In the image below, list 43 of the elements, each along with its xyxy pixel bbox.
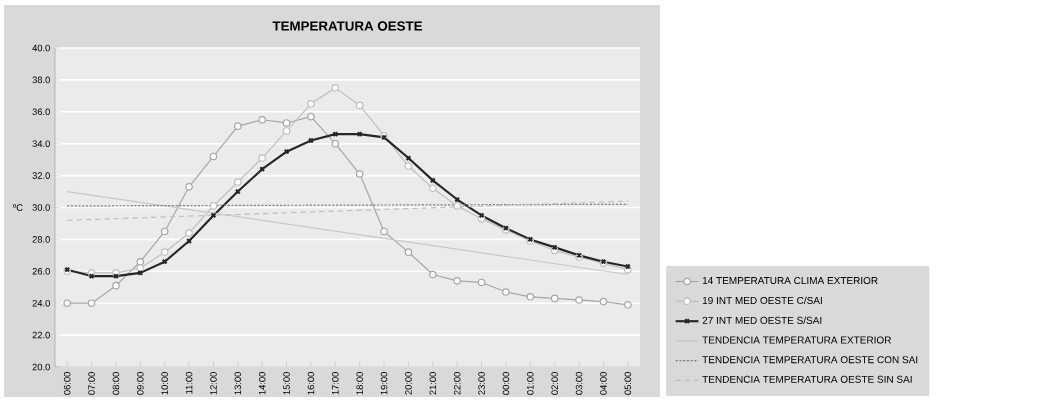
x-tick-label: 13:00 [234, 372, 242, 395]
x-tick-label: 08:00 [112, 372, 120, 395]
x-tick-label: 03:00 [575, 372, 583, 395]
y-tick-label: 40.0 [32, 44, 50, 52]
x-tick-label: 09:00 [137, 372, 144, 395]
y-tick-label: 22.0 [32, 331, 50, 339]
x-tick-label: 19:00 [380, 372, 388, 395]
x-tick-label: 18:00 [356, 372, 363, 395]
y-tick-label: 34.0 [32, 140, 50, 147]
x-tick-label: 23:00 [478, 372, 485, 395]
x-tick-label: 02:00 [551, 372, 558, 395]
x-tick-label: 20:00 [405, 372, 412, 395]
x-tick-label: 22:00 [453, 372, 461, 395]
legend-label: 27 INT MED OESTE S/SAI [702, 316, 822, 324]
x-tick-label: 17:00 [332, 372, 339, 395]
y-axis-title: ºC [12, 204, 23, 211]
y-tick-label: 32.0 [32, 172, 50, 179]
x-tick-label: 15:00 [283, 372, 290, 395]
x-tick-label: 16:00 [307, 372, 315, 395]
y-tick-label: 28.0 [32, 236, 50, 243]
x-tick-label: 14:00 [258, 372, 266, 395]
y-tick-label: 38.0 [32, 76, 50, 84]
legend-label: TENDENCIA TEMPERATURA EXTERIOR [702, 336, 891, 344]
x-tick-label: 07:00 [88, 372, 95, 395]
legend-label: 14 TEMPERATURA CLIMA EXTERIOR [702, 277, 878, 285]
legend-label: TENDENCIA TEMPERATURA OESTE CON SAI [702, 356, 918, 364]
x-tick-label: 11:00 [185, 372, 193, 394]
y-tick-label: 36.0 [32, 108, 50, 116]
x-tick-label: 06:00 [63, 372, 71, 395]
legend-label: 19 INT MED OESTE C/SAI [702, 296, 822, 305]
y-tick-label: 24.0 [32, 299, 50, 307]
legend-label: TENDENCIA TEMPERATURA OESTE SIN SAI [702, 375, 912, 383]
y-tick-label: 20.0 [32, 363, 50, 371]
y-tick-label: 30.0 [32, 204, 50, 211]
x-tick-label: 04:00 [600, 372, 607, 395]
x-tick-label: 01:00 [527, 372, 534, 395]
x-tick-label: 10:00 [161, 372, 168, 395]
y-tick-label: 26.0 [32, 268, 50, 275]
chart-title: TEMPERATURA OESTE [272, 21, 423, 31]
x-tick-label: 12:00 [210, 372, 217, 395]
x-tick-label: 00:00 [502, 372, 510, 395]
x-tick-label: 05:00 [624, 372, 632, 395]
x-tick-label: 21:00 [429, 372, 437, 395]
